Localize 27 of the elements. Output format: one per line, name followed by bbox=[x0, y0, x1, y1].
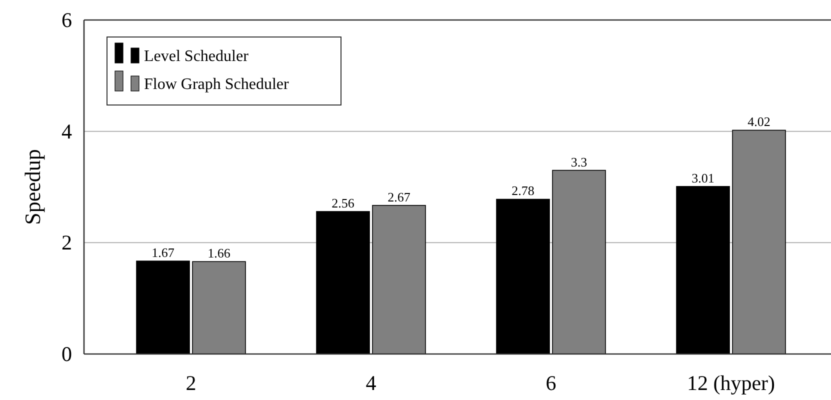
bar bbox=[496, 198, 550, 354]
data-label: 3.01 bbox=[692, 170, 714, 186]
bar bbox=[192, 261, 246, 354]
data-label: 2.78 bbox=[512, 183, 534, 198]
y-tick-label: 0 bbox=[62, 342, 72, 366]
y-tick-label: 6 bbox=[62, 8, 72, 32]
data-label: 2.67 bbox=[388, 189, 411, 204]
y-tick-label: 4 bbox=[62, 119, 72, 144]
data-label: 2.56 bbox=[332, 195, 355, 210]
x-tick-label: 6 bbox=[546, 371, 556, 395]
x-tick-label: 2 bbox=[186, 371, 196, 395]
data-label: 1.66 bbox=[208, 246, 231, 261]
y-axis-title: Speedup bbox=[20, 149, 45, 225]
legend-label: Level Scheduler bbox=[144, 48, 250, 65]
data-label: 4.02 bbox=[748, 114, 770, 130]
bar bbox=[136, 260, 190, 354]
data-label: 3.3 bbox=[570, 154, 588, 170]
bar bbox=[676, 186, 730, 354]
x-tick-label: 12 (hyper) bbox=[686, 371, 776, 395]
bar bbox=[552, 170, 606, 354]
x-tick-label: 4 bbox=[366, 371, 377, 395]
data-label: 1.67 bbox=[152, 245, 175, 260]
legend-label: Flow Graph Scheduler bbox=[144, 76, 290, 93]
y-tick-label: 2 bbox=[62, 230, 72, 255]
bar bbox=[372, 204, 426, 354]
bar bbox=[316, 211, 370, 354]
bar bbox=[732, 130, 786, 354]
